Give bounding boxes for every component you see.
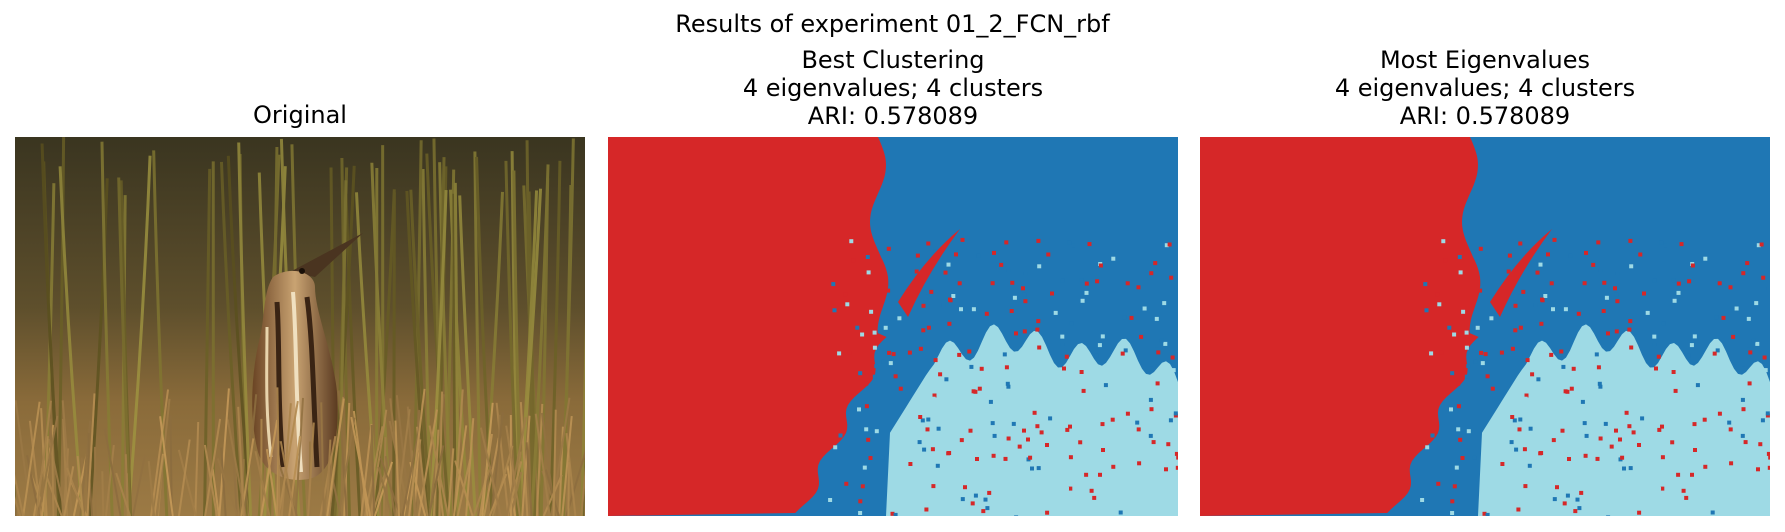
segmentation-map <box>608 137 1178 516</box>
bittern-photo <box>15 137 585 516</box>
panel-title-line: 4 eigenvalues; 4 clusters <box>1334 74 1636 102</box>
panel-title: Most Eigenvalues 4 eigenvalues; 4 cluste… <box>1200 46 1770 130</box>
panel-original: Original <box>15 0 585 532</box>
segmentation-image <box>608 137 1178 516</box>
panel-title-line: 4 eigenvalues; 4 clusters <box>742 74 1044 102</box>
panel-most-eigenvalues: Most Eigenvalues 4 eigenvalues; 4 cluste… <box>1200 0 1770 532</box>
panel-title: Best Clustering 4 eigenvalues; 4 cluster… <box>608 46 1178 130</box>
segmentation-map <box>1200 137 1770 516</box>
panel-title-line: Most Eigenvalues <box>1379 46 1591 74</box>
bittern-bird <box>252 233 363 480</box>
figure-suptitle: Results of experiment 01_2_FCN_rbf <box>675 10 1110 38</box>
panel-title-line: Best Clustering <box>801 46 985 74</box>
panel-title-line: ARI: 0.578089 <box>807 102 979 130</box>
panel-title: Original <box>15 101 585 129</box>
panel-title-line: ARI: 0.578089 <box>1399 102 1571 130</box>
original-image <box>15 137 585 516</box>
panel-best-clustering: Best Clustering 4 eigenvalues; 4 cluster… <box>608 0 1178 532</box>
segmentation-image <box>1200 137 1770 516</box>
panel-title-line: Original <box>253 101 347 129</box>
